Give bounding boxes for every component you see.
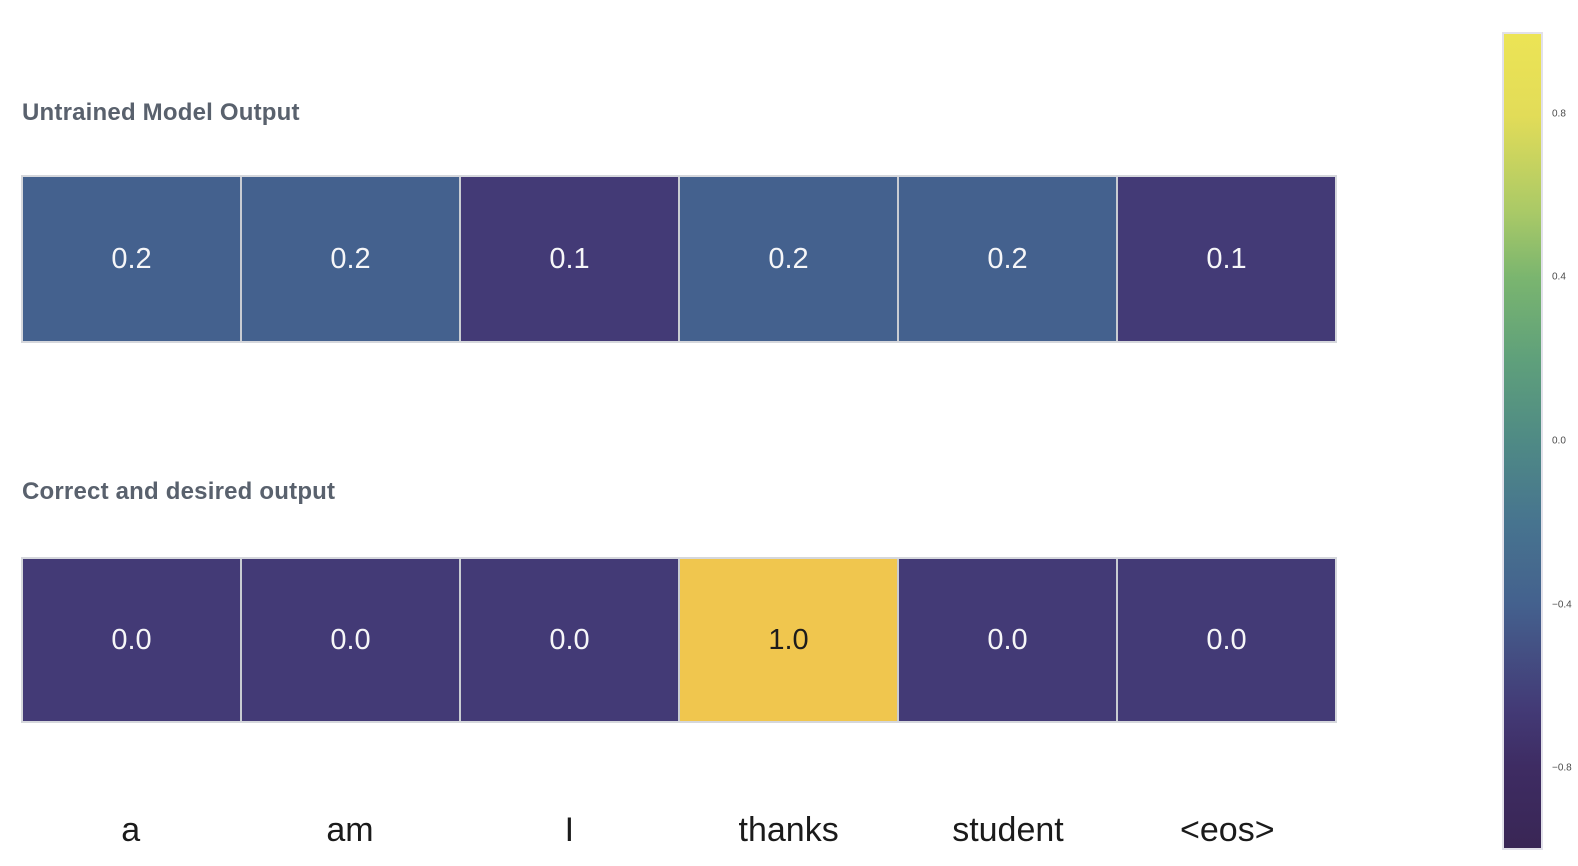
untrained-output-title: Untrained Model Output [22,99,300,126]
colorbar-tick-label: 0.0 [1552,435,1566,447]
heatmap-cell: 0.1 [1118,177,1335,341]
heatmap-cell: 0.0 [461,559,680,721]
untrained-heatmap-row: 0.2 0.2 0.1 0.2 0.2 0.1 [21,175,1337,343]
colorbar-tick-label: −0.4 [1552,599,1572,611]
heatmap-cell: 0.1 [461,177,680,341]
colorbar: 0.8 0.4 0.0 −0.4 −0.8 [1502,32,1572,850]
heatmap-cell: 0.2 [899,177,1118,341]
heatmap-cell: 0.2 [680,177,899,341]
colorbar-tick-label: −0.8 [1552,762,1572,774]
colorbar-tick-label: 0.4 [1552,271,1566,283]
heatmap-cell: 0.0 [1118,559,1335,721]
desired-output-title: Correct and desired output [22,478,336,505]
heatmap-cell: 0.2 [23,177,242,341]
token-label: a [121,810,141,849]
token-label: am [326,810,374,849]
token-label: thanks [738,810,839,849]
colorbar-gradient [1502,32,1543,850]
heatmap-cell: 0.0 [23,559,242,721]
heatmap-cell: 0.0 [242,559,461,721]
colorbar-tick-label: 0.8 [1552,108,1566,120]
desired-heatmap-row: 0.0 0.0 0.0 1.0 0.0 0.0 [21,557,1337,723]
token-axis: a am I thanks student <eos> [21,804,1337,856]
heatmap-cell: 0.2 [242,177,461,341]
token-label: <eos> [1180,810,1275,849]
token-label: I [564,810,575,849]
heatmap-cell: 1.0 [680,559,899,721]
token-label: student [952,810,1064,849]
heatmap-cell: 0.0 [899,559,1118,721]
